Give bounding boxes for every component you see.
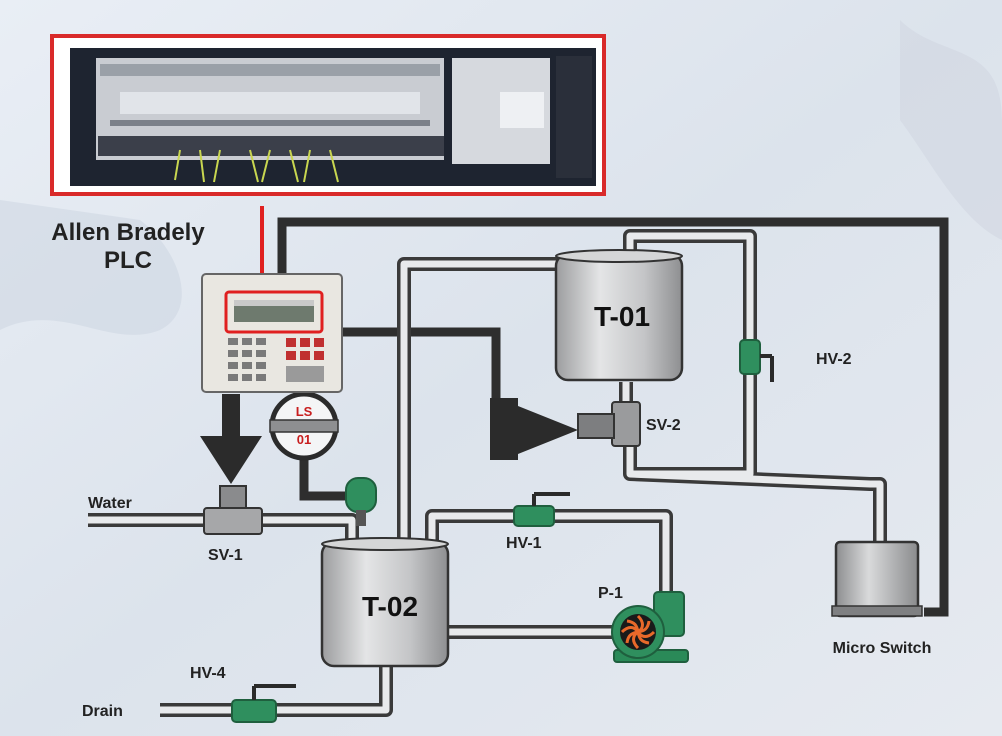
level-transmitter xyxy=(345,477,377,526)
drain-label: Drain xyxy=(82,703,123,720)
sv2-label: SV-2 xyxy=(646,417,681,434)
micro-switch-label: Micro Switch xyxy=(833,640,932,657)
ls01-label-line2: 01 xyxy=(297,432,311,447)
pump-label: P-1 xyxy=(598,585,623,602)
water-label: Water xyxy=(88,495,132,512)
sv2-valve xyxy=(577,401,641,447)
hv1-label: HV-1 xyxy=(506,535,542,552)
hv2-label: HV-2 xyxy=(816,351,852,368)
plc-title-line1: Allen Bradely xyxy=(51,219,205,246)
ls01-gauge: LS 01 xyxy=(269,391,339,461)
background-texture xyxy=(0,200,182,335)
pump-impeller-icon xyxy=(620,614,656,650)
plc-wiring xyxy=(174,149,339,183)
pump-p1 xyxy=(611,591,689,663)
tank-t02: T-02 xyxy=(320,537,450,668)
plc-title-line2: PLC xyxy=(104,247,152,274)
tank-t01-label: T-01 xyxy=(594,301,650,332)
plc-status-keys xyxy=(286,338,324,360)
hv4-valve[interactable] xyxy=(231,684,296,723)
sv1-command-arrow xyxy=(200,394,262,484)
background-texture xyxy=(900,20,1002,240)
ls01-label-line1: LS xyxy=(296,404,313,419)
sv2-command-arrow xyxy=(490,398,578,460)
plc-keypad xyxy=(228,338,266,381)
signal-lines xyxy=(277,217,949,617)
hv2-valve[interactable] xyxy=(739,339,774,382)
plc-device xyxy=(201,273,343,393)
plc-photo xyxy=(50,34,606,196)
hv4-label: HV-4 xyxy=(190,665,226,682)
tank-t01: T-01 xyxy=(554,249,684,382)
micro-switch xyxy=(831,540,923,618)
sv1-valve xyxy=(203,485,263,535)
hv1-valve[interactable] xyxy=(513,492,570,527)
tank-t02-label: T-02 xyxy=(362,591,418,622)
sv1-label: SV-1 xyxy=(208,547,243,564)
